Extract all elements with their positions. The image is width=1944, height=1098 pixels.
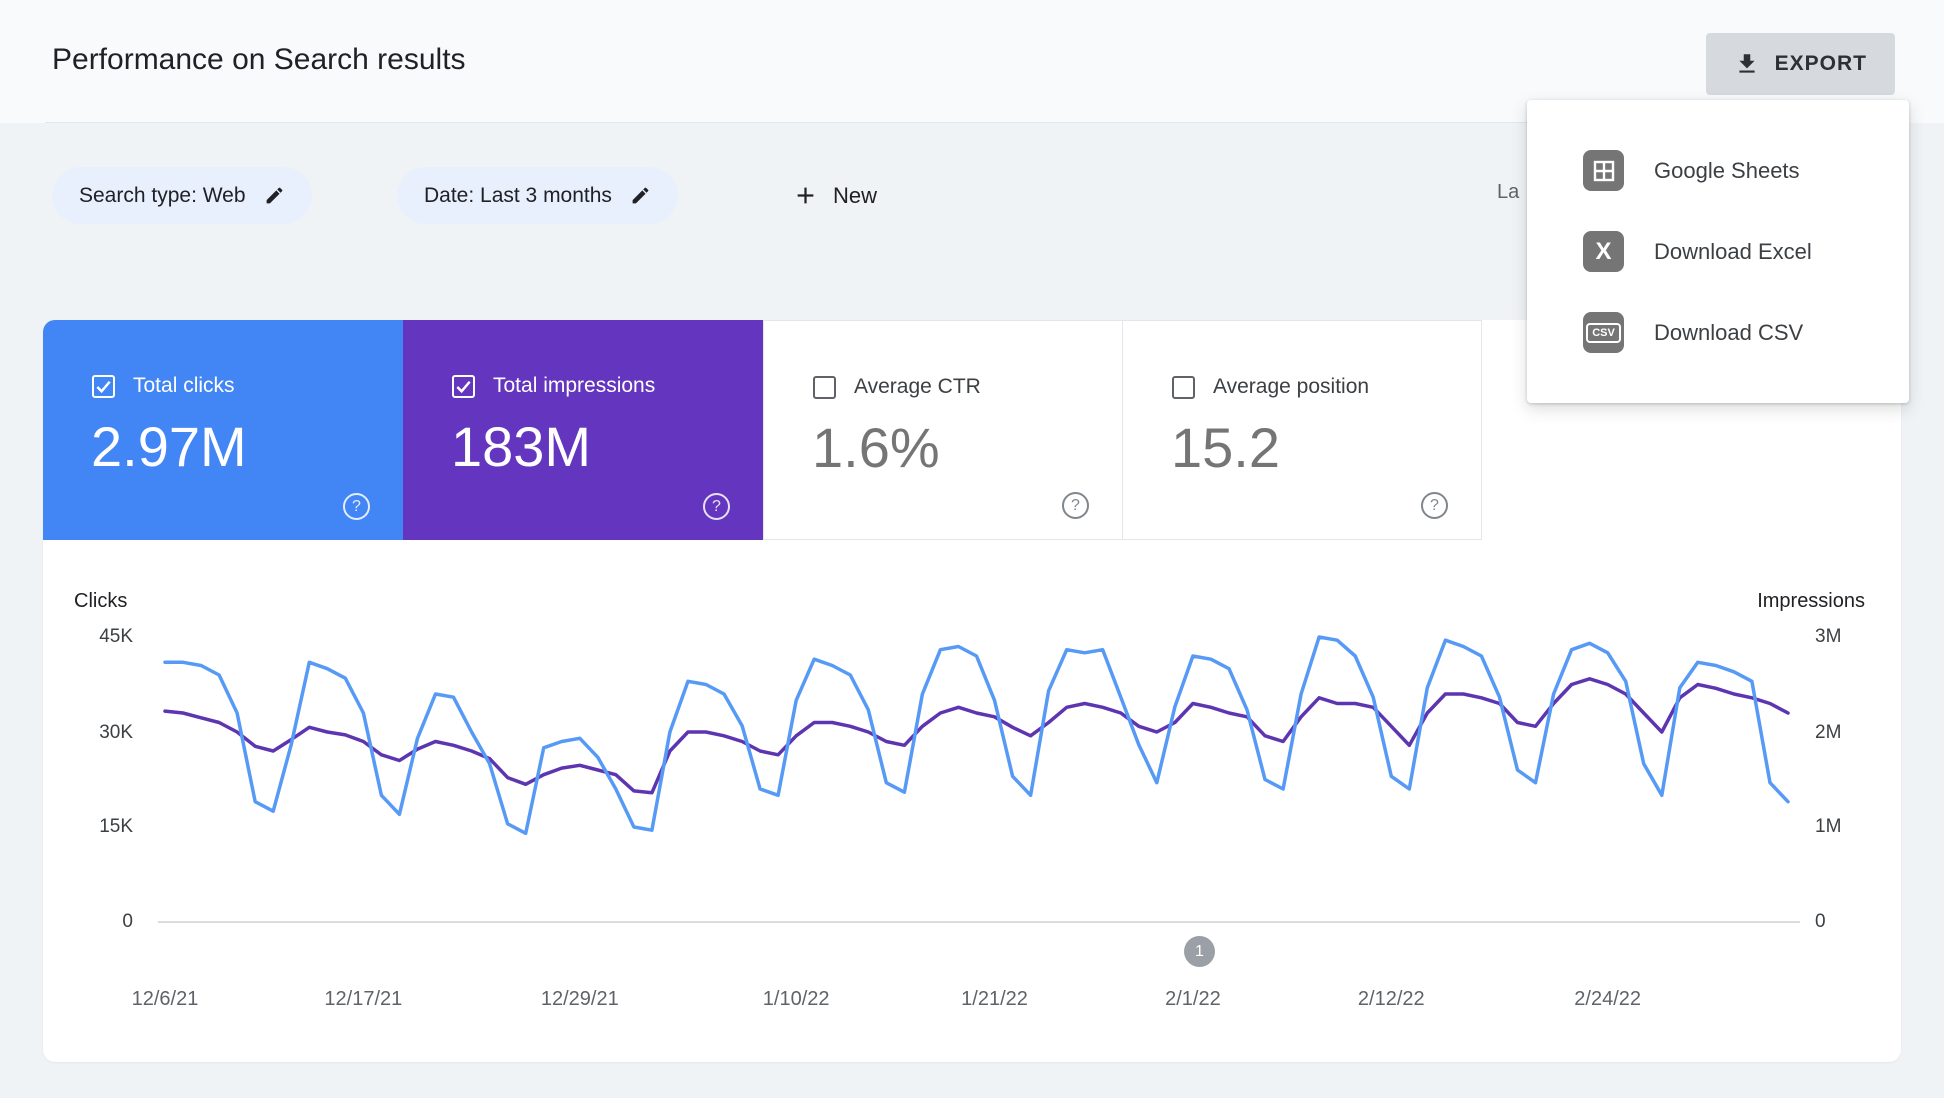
csv-icon: CSV	[1583, 312, 1624, 353]
metric-label: Average position	[1213, 375, 1370, 398]
google-sheets-icon	[1583, 150, 1624, 191]
header-divider	[45, 122, 1899, 123]
export-button[interactable]: EXPORT	[1705, 33, 1895, 95]
menu-item-label: Google Sheets	[1654, 157, 1800, 183]
new-filter-button[interactable]: New	[792, 167, 877, 224]
right-axis-title: Impressions	[1757, 590, 1865, 612]
metric-tile-total-impressions[interactable]: Total impressions 183M ?	[403, 320, 763, 540]
left-axis-tick: 15K	[99, 816, 133, 837]
checkbox-checked-icon[interactable]	[92, 374, 115, 398]
pencil-icon	[264, 185, 285, 206]
filter-chip-date-range-label: Date: Last 3 months	[424, 183, 612, 207]
menu-item-download-excel[interactable]: X Download Excel	[1527, 211, 1909, 292]
page-header: Performance on Search results EXPORT	[0, 0, 1944, 123]
last-updated-label-partial: La	[1497, 181, 1520, 203]
checkbox-checked-icon[interactable]	[452, 374, 475, 398]
left-axis-title: Clicks	[74, 590, 128, 612]
metric-tiles: Total clicks 2.97M ? Total impressions 1…	[43, 320, 1482, 540]
right-axis-tick: 1M	[1815, 816, 1842, 837]
help-icon[interactable]: ?	[1421, 492, 1448, 519]
right-axis-tick: 3M	[1815, 626, 1842, 647]
menu-item-label: Download CSV	[1654, 319, 1804, 345]
left-axis-tick: 45K	[99, 626, 133, 647]
metric-label: Total clicks	[133, 374, 235, 397]
right-axis-tick: 2M	[1815, 722, 1842, 743]
page-title: Performance on Search results	[52, 43, 466, 76]
excel-icon-letter: X	[1595, 237, 1612, 265]
x-axis-label: 2/12/22	[1357, 988, 1425, 1010]
pencil-icon	[630, 185, 651, 206]
checkbox-unchecked-icon[interactable]	[813, 375, 836, 399]
x-axis-label: 12/29/21	[540, 988, 619, 1010]
pagination-dot[interactable]: 1	[1184, 936, 1215, 967]
menu-item-label: Download Excel	[1654, 238, 1812, 264]
metric-value: 183M	[451, 415, 592, 478]
left-axis-tick: 30K	[99, 722, 133, 743]
chart-canvas[interactable]	[43, 540, 1901, 1062]
help-icon[interactable]: ?	[703, 493, 730, 520]
checkbox-unchecked-icon[interactable]	[1172, 375, 1195, 399]
metric-value: 15.2	[1171, 416, 1280, 479]
x-axis-label: 12/17/21	[324, 988, 403, 1010]
x-axis-label: 2/1/22	[1165, 988, 1221, 1010]
csv-icon-text: CSV	[1586, 322, 1621, 343]
performance-card: Total clicks 2.97M ? Total impressions 1…	[43, 320, 1901, 1062]
metric-tile-total-clicks[interactable]: Total clicks 2.97M ?	[43, 320, 403, 540]
metric-label: Total impressions	[493, 374, 656, 397]
filter-chip-search-type-label: Search type: Web	[79, 183, 246, 207]
excel-icon: X	[1583, 231, 1624, 272]
metric-value: 1.6%	[812, 416, 940, 479]
menu-item-google-sheets[interactable]: Google Sheets	[1527, 130, 1909, 211]
x-axis-label: 1/21/22	[961, 988, 1028, 1010]
x-axis-label: 2/24/22	[1574, 988, 1642, 1010]
x-axis-label: 1/10/22	[762, 988, 830, 1010]
metric-label: Average CTR	[854, 375, 981, 398]
menu-item-download-csv[interactable]: CSV Download CSV	[1527, 292, 1909, 373]
export-button-label: EXPORT	[1774, 52, 1867, 75]
help-icon[interactable]: ?	[343, 493, 370, 520]
help-icon[interactable]: ?	[1062, 492, 1089, 519]
metric-value: 2.97M	[91, 415, 247, 478]
filter-chip-search-type[interactable]: Search type: Web	[52, 167, 312, 224]
metric-tile-average-position[interactable]: Average position 15.2 ?	[1122, 320, 1482, 540]
series-line-clicks	[163, 635, 1790, 836]
x-axis-label: 12/6/21	[131, 988, 199, 1010]
download-icon	[1734, 51, 1760, 77]
export-dropdown-menu: Google Sheets X Download Excel CSV Downl…	[1527, 100, 1909, 403]
performance-chart[interactable]: Clicks Impressions 45K 30K 15K 0 3M 2M 1…	[43, 540, 1901, 1062]
filter-chip-date-range[interactable]: Date: Last 3 months	[397, 167, 678, 224]
left-axis-tick: 0	[122, 911, 133, 932]
metric-tile-average-ctr[interactable]: Average CTR 1.6% ?	[763, 320, 1123, 540]
right-axis-tick: 0	[1815, 911, 1826, 932]
plus-icon	[792, 182, 819, 209]
new-filter-button-label: New	[833, 182, 878, 208]
series-line-impressions	[163, 677, 1790, 795]
